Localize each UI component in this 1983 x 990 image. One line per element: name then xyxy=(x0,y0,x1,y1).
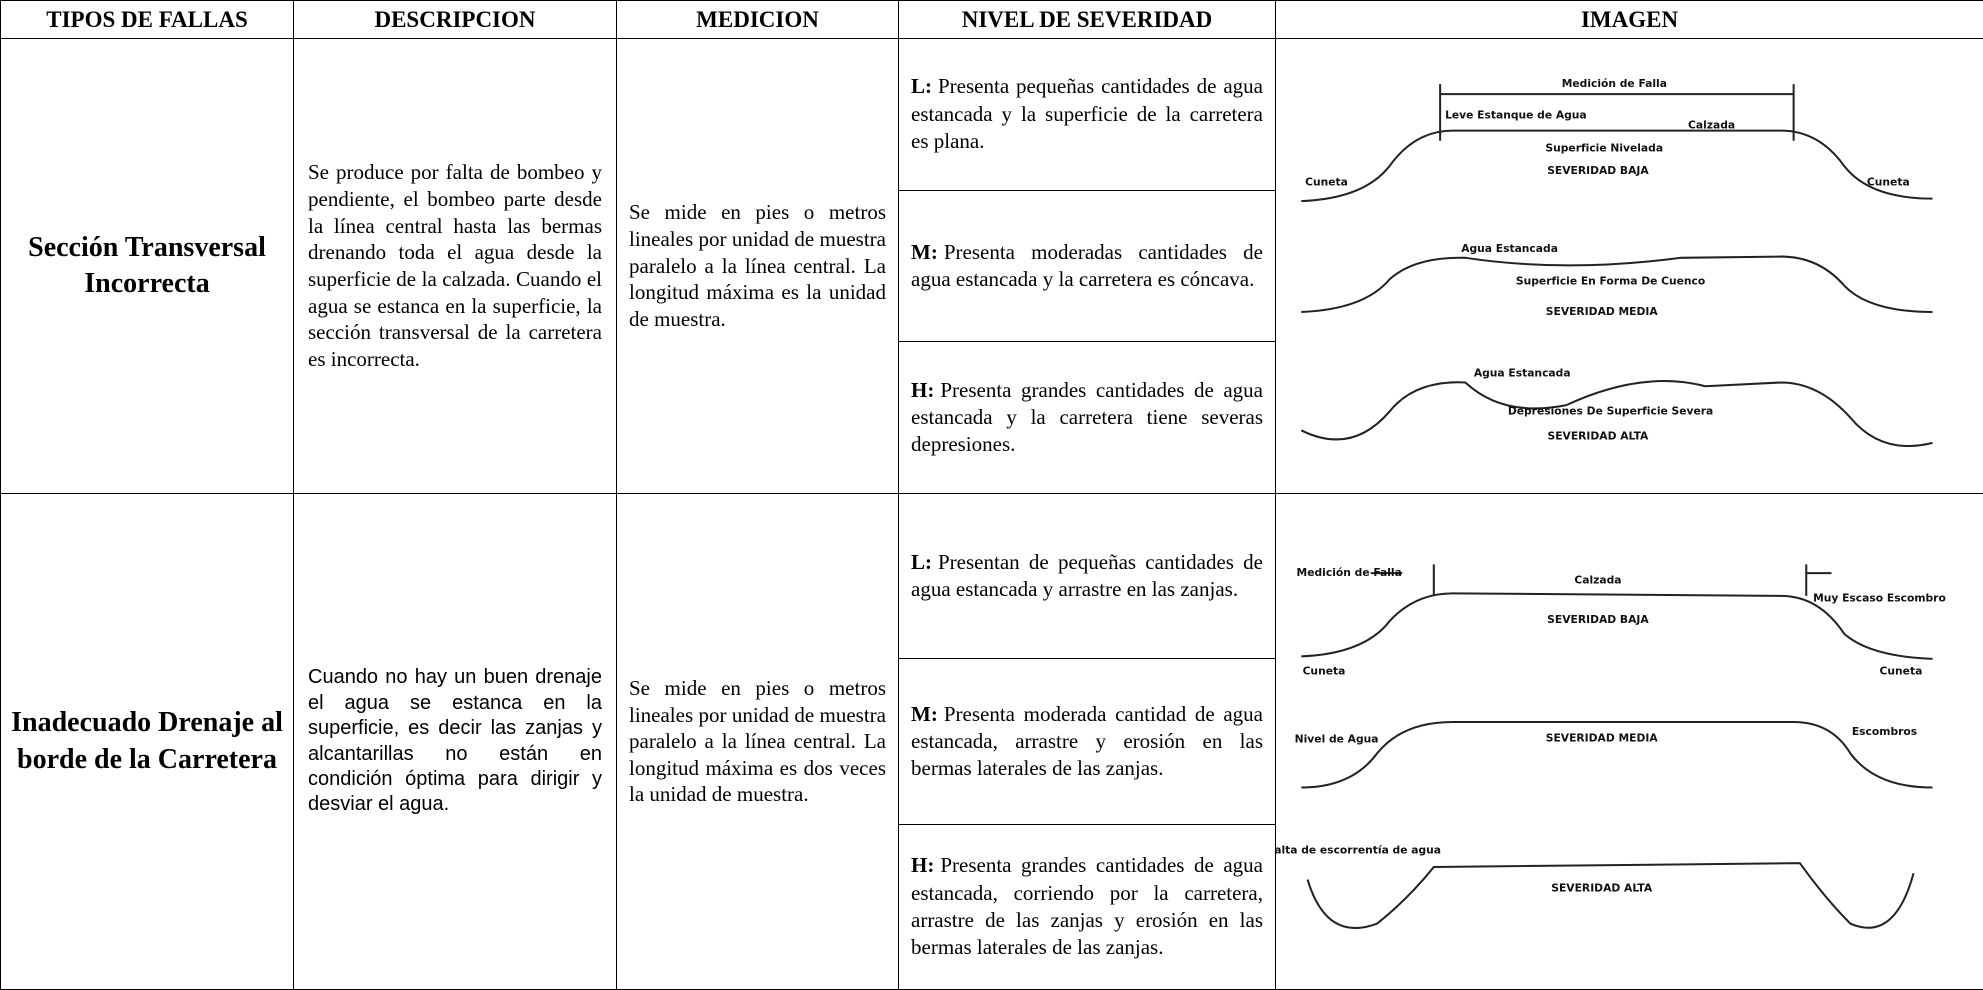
severity-level: M:Presenta moderada cantidad de agua est… xyxy=(899,659,1275,824)
table-row: Inadecuado Drenaje al borde de la Carret… xyxy=(1,494,1983,990)
column-header: TIPOS DE FALLAS xyxy=(1,1,294,39)
description: Se produce por falta de bombeo y pendien… xyxy=(294,39,617,494)
column-header: NIVEL DE SEVERIDAD xyxy=(899,1,1276,39)
level-code: M: xyxy=(911,702,938,726)
diagram-label: Calzada xyxy=(1688,119,1735,132)
measurement: Se mide en pies o metros lineales por un… xyxy=(617,39,899,494)
level-code: H: xyxy=(911,378,934,402)
diagram-label: SEVERIDAD BAJA xyxy=(1547,613,1649,626)
diagram-label: Medición de Falla xyxy=(1297,566,1402,579)
diagram-label: Leve Estanque de Agua xyxy=(1445,109,1587,122)
level-code: L: xyxy=(911,550,932,574)
description: Cuando no hay un buen drenaje el agua se… xyxy=(294,494,617,990)
fault-type: Sección Transversal Incorrecta xyxy=(1,39,294,494)
image-cell: Medición de Falla Leve Estanque de Agua Ca… xyxy=(1276,39,1983,494)
severity-level: L:Presentan de pequeñas cantidades de ag… xyxy=(899,494,1275,659)
diagram-label: SEVERIDAD MEDIA xyxy=(1546,731,1659,744)
diagram-label: Cuneta xyxy=(1867,175,1910,188)
diagram-label: Superficie En Forma De Cuenco xyxy=(1516,275,1705,288)
diagram-label: Superficie Nivelada xyxy=(1545,141,1663,154)
diagram-label: Agua Estancada xyxy=(1461,242,1558,255)
measurement: Se mide en pies o metros lineales por un… xyxy=(617,494,899,990)
level-code: H: xyxy=(911,853,934,877)
level-description: Presentan de pequeñas cantidades de agua… xyxy=(911,550,1263,601)
fault-type: Inadecuado Drenaje al borde de la Carret… xyxy=(1,494,294,990)
diagram-label: Calzada xyxy=(1574,574,1621,587)
severity-list: L:Presentan de pequeñas cantidades de ag… xyxy=(899,494,1275,989)
level-description: Presenta moderadas cantidades de agua es… xyxy=(911,240,1263,291)
level-code: L: xyxy=(911,74,932,98)
road-profile xyxy=(1308,863,1914,928)
road-diagram: Medición de Falla Calzada Muy Escaso Escom… xyxy=(1276,495,1983,988)
severity-text: M:Presenta moderadas cantidades de agua … xyxy=(911,239,1263,294)
severity-list: L:Presenta pequeñas cantidades de agua e… xyxy=(899,39,1275,493)
diagram-label: SEVERIDAD ALTA xyxy=(1551,881,1653,894)
diagram-label: Muy Escaso Escombro xyxy=(1813,591,1946,604)
level-description: Presenta pequeñas cantidades de agua est… xyxy=(911,74,1263,153)
severity-cell: L:Presenta pequeñas cantidades de agua e… xyxy=(899,39,1276,494)
severity-text: M:Presenta moderada cantidad de agua est… xyxy=(911,701,1263,783)
diagram-label: Medición de Falla xyxy=(1562,77,1667,90)
severity-cell: L:Presentan de pequeñas cantidades de ag… xyxy=(899,494,1276,990)
column-header: IMAGEN xyxy=(1276,1,1983,39)
image-cell: Medición de Falla Calzada Muy Escaso Escom… xyxy=(1276,494,1983,990)
severity-level: H:Presenta grandes cantidades de agua es… xyxy=(899,342,1275,493)
diagram-label: Escombros xyxy=(1852,725,1917,738)
level-description: Presenta grandes cantidades de agua esta… xyxy=(911,378,1263,457)
diagram-label: Cuneta xyxy=(1305,175,1348,188)
diagram-label: Nivel de Agua xyxy=(1295,733,1379,746)
severity-text: L:Presentan de pequeñas cantidades de ag… xyxy=(911,549,1263,604)
severity-text: H:Presenta grandes cantidades de agua es… xyxy=(911,852,1263,961)
diagram-label: Falta de escorrentía de agua xyxy=(1276,844,1441,857)
diagram-label: SEVERIDAD ALTA xyxy=(1548,430,1650,443)
severity-level: L:Presenta pequeñas cantidades de agua e… xyxy=(899,39,1275,191)
column-header: MEDICION xyxy=(617,1,899,39)
level-description: Presenta grandes cantidades de agua esta… xyxy=(911,853,1263,959)
severity-text: L:Presenta pequeñas cantidades de agua e… xyxy=(911,73,1263,155)
diagram-label: Cuneta xyxy=(1303,665,1346,678)
road-diagram: Medición de Falla Leve Estanque de Agua Ca… xyxy=(1276,40,1983,492)
diagram-label: Cuneta xyxy=(1880,665,1923,678)
diagram-label: Agua Estancada xyxy=(1474,367,1571,380)
severity-level: M:Presenta moderadas cantidades de agua … xyxy=(899,191,1275,343)
diagram-label: SEVERIDAD MEDIA xyxy=(1546,305,1659,318)
severity-level: H:Presenta grandes cantidades de agua es… xyxy=(899,825,1275,989)
level-description: Presenta moderada cantidad de agua estan… xyxy=(911,702,1263,781)
level-code: M: xyxy=(911,240,938,264)
diagram-label: Depresiones De Superficie Severa xyxy=(1508,404,1713,417)
column-header: DESCRIPCION xyxy=(294,1,617,39)
severity-text: H:Presenta grandes cantidades de agua es… xyxy=(911,377,1263,459)
diagram-label: SEVERIDAD BAJA xyxy=(1547,164,1649,177)
